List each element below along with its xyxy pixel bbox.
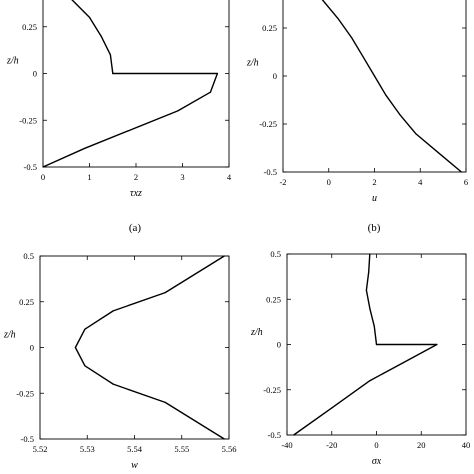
data-point bbox=[399, 113, 401, 115]
x-tick-label: 0 bbox=[41, 172, 45, 182]
data-point bbox=[177, 110, 179, 112]
x-tick-label: 4 bbox=[418, 177, 423, 187]
data-point bbox=[112, 383, 114, 385]
y-tick-label: 0.25 bbox=[262, 23, 277, 33]
x-tick-label: 2 bbox=[372, 177, 376, 187]
series-line bbox=[74, 255, 225, 440]
data-point bbox=[460, 171, 462, 173]
y-tick-label: 0.5 bbox=[23, 251, 34, 261]
y-tick-label: 0 bbox=[30, 343, 34, 353]
x-tick-label: 6 bbox=[464, 177, 468, 187]
x-tick-label: 5.53 bbox=[80, 444, 95, 454]
data-point bbox=[130, 129, 132, 131]
x-tick-label: 0 bbox=[327, 177, 331, 187]
data-point bbox=[369, 307, 371, 309]
data-point bbox=[365, 289, 367, 291]
data-point bbox=[373, 75, 376, 77]
series-line bbox=[321, 0, 462, 173]
y-tick-label: -0.25 bbox=[16, 388, 34, 398]
x-tick-label: -40 bbox=[281, 440, 292, 450]
y-tick-label: -0.5 bbox=[264, 167, 277, 177]
y-axis-title: z/h bbox=[250, 327, 263, 338]
y-tick-label: 0.5 bbox=[270, 249, 281, 259]
data-point bbox=[368, 271, 370, 273]
data-point bbox=[375, 343, 378, 346]
data-point bbox=[164, 292, 166, 294]
y-tick-label: -0.5 bbox=[24, 162, 37, 172]
data-point bbox=[402, 362, 404, 364]
y-tick-label: 0 bbox=[277, 340, 281, 350]
data-point bbox=[164, 401, 166, 403]
plot-frame bbox=[282, 0, 467, 173]
data-point bbox=[84, 365, 86, 367]
chart-panel-4: -40 -20 0 20 40 -0.5 -0.25 0 0.25 0.5 z/h σx bbox=[250, 249, 470, 467]
y-tick-label: -0.25 bbox=[259, 119, 277, 129]
data-point bbox=[223, 438, 225, 440]
y-axis-title: z/h bbox=[3, 330, 16, 341]
plot-frame bbox=[42, 0, 230, 168]
data-point bbox=[293, 434, 295, 436]
data-point bbox=[112, 310, 114, 312]
x-tick-label: -20 bbox=[326, 440, 337, 450]
data-point bbox=[223, 255, 225, 257]
x-tick-label: 5.54 bbox=[127, 444, 143, 454]
panel-label: (b) bbox=[368, 222, 381, 234]
series-line bbox=[293, 253, 438, 436]
data-point bbox=[351, 37, 353, 39]
y-axis-title: z/h bbox=[246, 58, 259, 69]
x-tick-label: 20 bbox=[417, 440, 426, 450]
x-tick-label: 0 bbox=[374, 440, 378, 450]
y-tick-label: 0 bbox=[33, 69, 37, 79]
chart-panel-1: 0 1 2 3 4 -0.5 -0.25 0 0.25 z/h τxz (a) bbox=[6, 0, 232, 234]
x-tick-label: 2 bbox=[134, 172, 138, 182]
data-point bbox=[415, 133, 417, 135]
x-tick-label: 1 bbox=[87, 172, 91, 182]
y-tick-label: 0.25 bbox=[266, 294, 281, 304]
data-point bbox=[373, 325, 375, 327]
y-tick-label: 0 bbox=[273, 71, 277, 81]
data-point bbox=[112, 72, 114, 75]
panel-label: (a) bbox=[129, 222, 142, 234]
x-axis-title: τxz bbox=[130, 188, 142, 199]
x-axis-title: w bbox=[131, 460, 138, 471]
data-point bbox=[209, 91, 211, 93]
data-point bbox=[369, 380, 371, 382]
x-tick-label: 4 bbox=[227, 172, 232, 182]
data-point bbox=[369, 253, 371, 255]
x-tick-label: 40 bbox=[462, 440, 471, 450]
x-axis-title: σx bbox=[372, 456, 382, 467]
series-line bbox=[42, 0, 219, 168]
data-point bbox=[385, 94, 387, 96]
data-point bbox=[331, 407, 333, 409]
data-point bbox=[100, 35, 102, 37]
y-tick-label: -0.5 bbox=[268, 430, 281, 440]
y-axis-title: z/h bbox=[6, 55, 19, 66]
x-tick-label: -2 bbox=[279, 177, 286, 187]
data-point bbox=[216, 72, 218, 75]
data-point bbox=[337, 17, 339, 19]
x-tick-label: 5.56 bbox=[222, 444, 237, 454]
y-tick-label: -0.25 bbox=[263, 385, 281, 395]
data-point bbox=[109, 54, 111, 56]
x-tick-label: 5.52 bbox=[33, 444, 48, 454]
chart-panel-2: -2 0 2 4 6 -0.5 -0.25 0 0.25 z/h u (b) bbox=[246, 0, 468, 234]
y-tick-label: 0.25 bbox=[19, 297, 34, 307]
chart-panel-3: 5.52 5.53 5.54 5.55 5.56 -0.5 -0.25 0 0.25 0.5 z/h… bbox=[3, 251, 236, 471]
plot-frame bbox=[39, 255, 230, 440]
data-point bbox=[437, 152, 440, 154]
y-tick-label: -0.5 bbox=[21, 434, 34, 444]
data-point bbox=[88, 16, 91, 18]
x-axis-title: u bbox=[372, 193, 377, 204]
y-tick-label: -0.25 bbox=[19, 115, 37, 125]
data-point bbox=[42, 166, 44, 168]
data-point bbox=[74, 346, 76, 349]
data-point bbox=[362, 56, 364, 58]
data-point bbox=[84, 328, 86, 330]
data-point bbox=[436, 343, 438, 346]
data-point bbox=[84, 147, 86, 149]
y-tick-label: 0.25 bbox=[22, 22, 37, 32]
x-tick-label: 5.55 bbox=[174, 444, 189, 454]
x-tick-label: 3 bbox=[180, 172, 184, 182]
